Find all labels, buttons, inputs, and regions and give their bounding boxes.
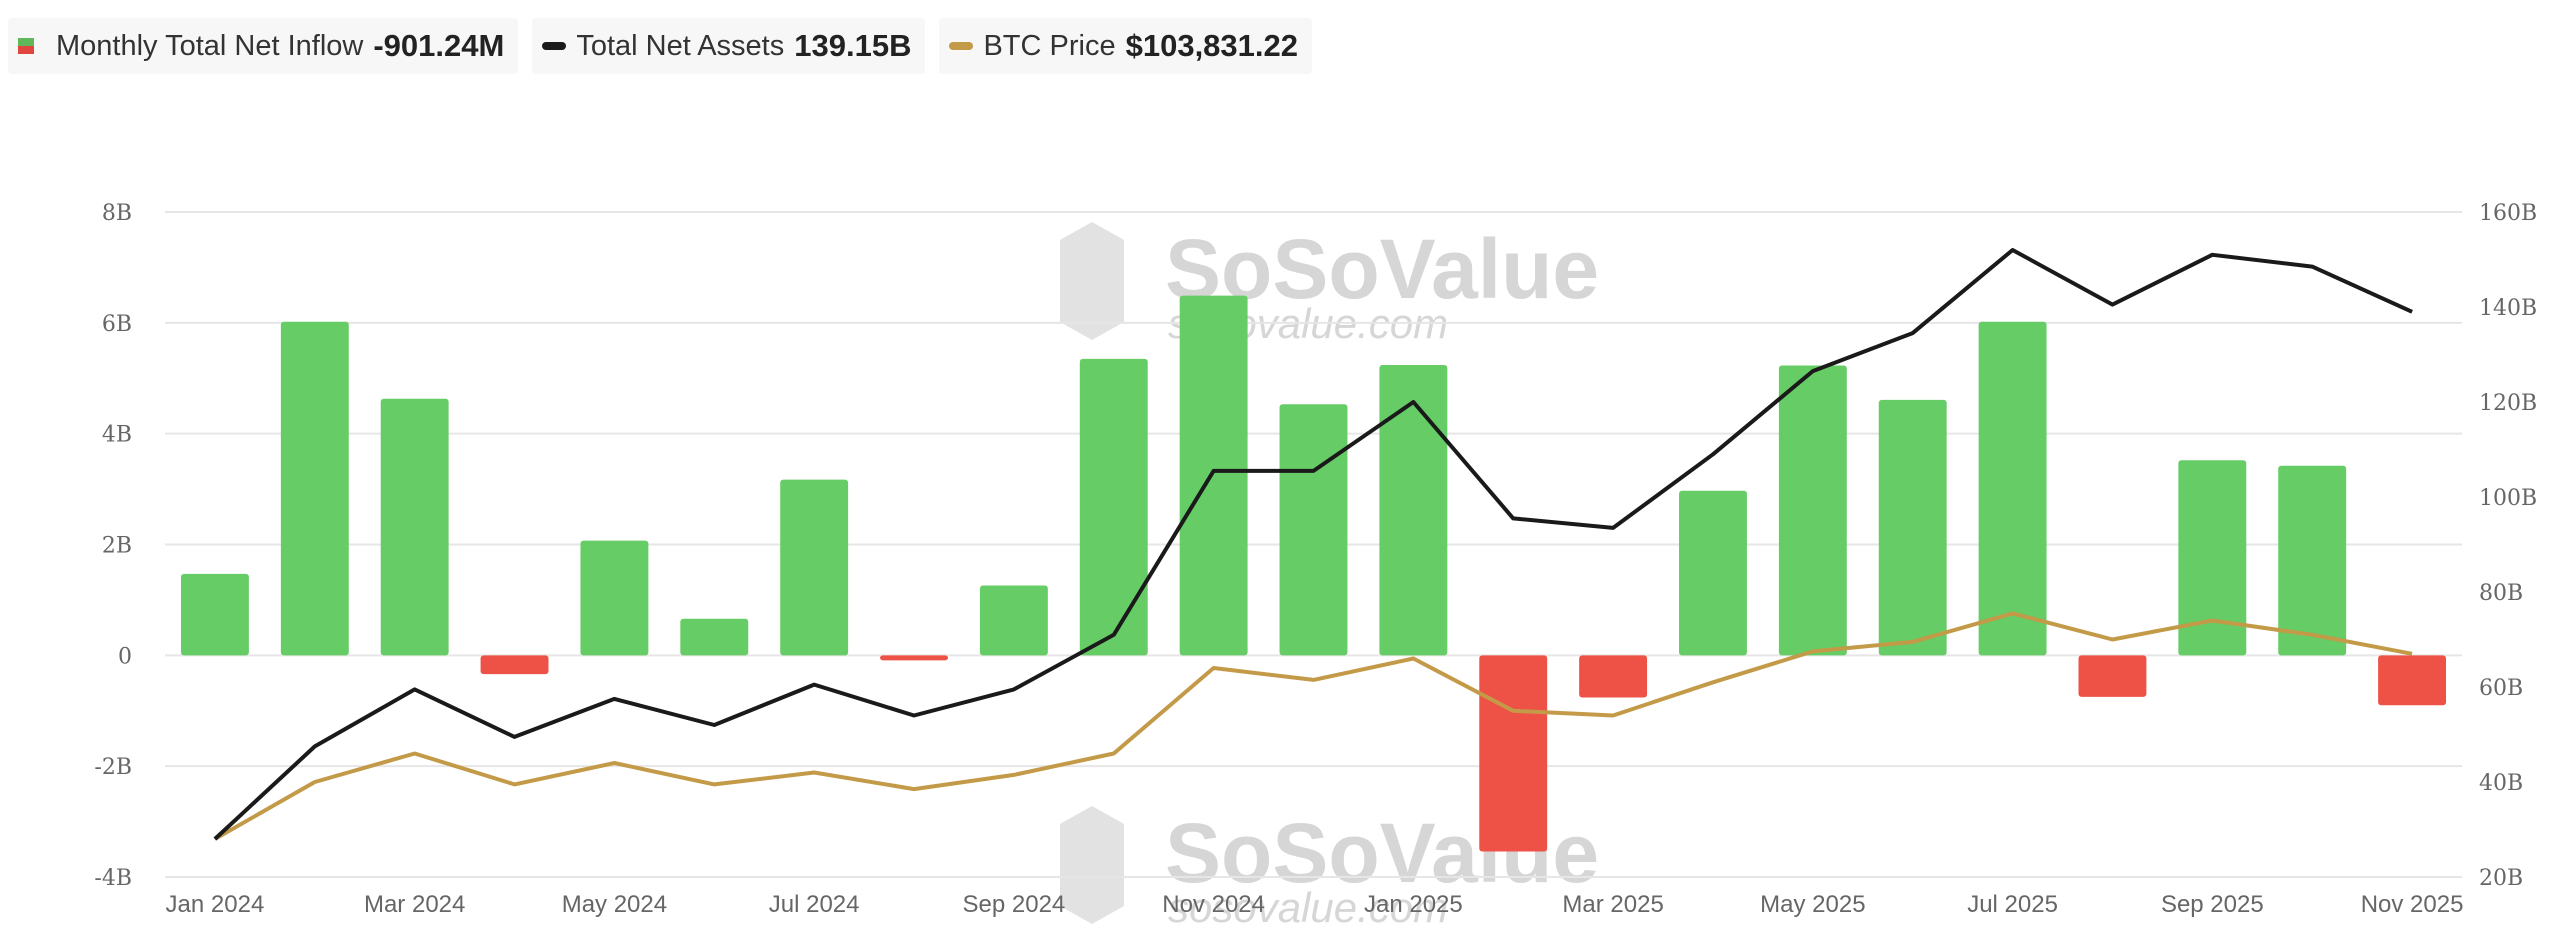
right-axis-tick-label: 80B bbox=[2479, 581, 2523, 606]
x-axis-tick-label: Sep 2024 bbox=[963, 891, 1066, 918]
net-inflow-bar bbox=[1379, 364, 1448, 656]
net-inflow-bar bbox=[780, 479, 849, 656]
watermark-top: SoSoValue sosovalue.com bbox=[1060, 222, 1599, 347]
legend-item-total-net-assets[interactable]: Total Net Assets 139.15B bbox=[532, 18, 926, 74]
x-axis-tick-label: Jul 2025 bbox=[1967, 891, 2058, 918]
right-axis-tick-label: 60B bbox=[2479, 676, 2523, 701]
x-axis-tick-label: Jan 2024 bbox=[166, 891, 265, 918]
btc-price-legend-marker bbox=[949, 42, 974, 50]
left-axis-tick-label: -4B bbox=[94, 866, 132, 891]
left-axis-tick-label: 8B bbox=[102, 201, 132, 226]
watermark-url: sosovalue.com bbox=[1168, 884, 1448, 928]
net-inflow-bar bbox=[2378, 655, 2447, 706]
net-inflow-bar bbox=[880, 655, 948, 661]
x-axis-tick-label: Nov 2024 bbox=[1162, 891, 1265, 918]
net-inflow-bar bbox=[1778, 365, 1847, 656]
x-axis-tick-label: Nov 2025 bbox=[2361, 891, 2464, 918]
legend-item-btc-price[interactable]: BTC Price $103,831.22 bbox=[939, 18, 1313, 74]
legend-value-btc-price: $103,831.22 bbox=[1125, 28, 1299, 63]
net-inflow-bar bbox=[2178, 460, 2247, 656]
net-inflow-bars bbox=[180, 295, 2447, 852]
net-inflow-bar bbox=[1179, 295, 1248, 656]
net-inflow-bar bbox=[180, 573, 249, 656]
net-inflow-bar bbox=[280, 321, 349, 656]
left-axis-tick-label: 2B bbox=[102, 534, 132, 559]
net-inflow-bar bbox=[1679, 490, 1747, 656]
btc-price-line bbox=[213, 611, 2413, 841]
net-inflow-bar bbox=[2078, 655, 2147, 697]
net-inflow-bar bbox=[1579, 655, 1648, 698]
right-axis-tick-label: 40B bbox=[2479, 771, 2523, 796]
net-inflow-bar bbox=[1479, 655, 1548, 852]
right-axis-tick-label: 160B bbox=[2479, 201, 2537, 226]
legend-label-net-inflow: Monthly Total Net Inflow bbox=[56, 29, 364, 62]
net-inflow-bar bbox=[680, 618, 749, 656]
net-inflow-bar bbox=[1279, 404, 1348, 656]
net-inflow-bar bbox=[1978, 321, 2047, 656]
legend-value-total-net-assets: 139.15B bbox=[794, 28, 912, 63]
legend-label-total-net-assets: Total Net Assets bbox=[576, 29, 785, 62]
left-axis-tick-label: 0 bbox=[118, 644, 132, 669]
total-net-assets-legend-marker bbox=[542, 42, 567, 50]
x-axis-tick-label: Jan 2025 bbox=[1364, 891, 1463, 918]
left-axis-tick-label: 6B bbox=[102, 312, 132, 337]
net-inflow-bar bbox=[2278, 465, 2347, 656]
net-inflow-bar bbox=[580, 540, 649, 656]
x-axis-tick-label: May 2025 bbox=[1760, 891, 1865, 918]
net-inflow-bar bbox=[480, 655, 549, 675]
x-axis-tick-label: Jul 2024 bbox=[769, 891, 860, 918]
net-inflow-bar bbox=[380, 398, 449, 656]
left-axis-ticks: -4B -2B 0 2B 4B 6B 8B bbox=[94, 201, 132, 891]
x-axis-tick-label: May 2024 bbox=[562, 891, 667, 918]
x-axis-tick-label: Sep 2025 bbox=[2161, 891, 2264, 918]
left-axis-tick-label: 4B bbox=[102, 423, 132, 448]
watermark-bottom: SoSoValue sosovalue.com bbox=[1060, 806, 1599, 928]
net-inflow-bar bbox=[1878, 399, 1947, 656]
x-axis-ticks: Jan 2024 Mar 2024 May 2024 Jul 2024 Sep 2024… bbox=[166, 891, 2464, 918]
legend-value-net-inflow: -901.24M bbox=[373, 28, 505, 63]
right-axis-ticks: 20B 40B 60B 80B 100B 120B 140B 160B bbox=[2479, 201, 2537, 891]
watermark-group: SoSoValue sosovalue.com SoSoValue sosova… bbox=[1060, 222, 1599, 928]
watermark-logo-icon bbox=[1060, 806, 1124, 924]
right-axis-tick-label: 100B bbox=[2479, 486, 2537, 511]
left-axis-tick-label: -2B bbox=[94, 755, 132, 780]
chart-legend: Monthly Total Net Inflow -901.24M Total … bbox=[8, 18, 1313, 74]
net-inflow-legend-marker bbox=[18, 38, 34, 54]
watermark-logo-icon bbox=[1060, 222, 1124, 340]
legend-label-btc-price: BTC Price bbox=[983, 29, 1116, 62]
right-axis-tick-label: 140B bbox=[2479, 296, 2537, 321]
x-axis-tick-label: Mar 2024 bbox=[364, 891, 465, 918]
net-inflow-bar bbox=[979, 585, 1048, 656]
line-series bbox=[213, 248, 2413, 841]
x-axis-tick-label: Mar 2025 bbox=[1562, 891, 1663, 918]
legend-item-net-inflow[interactable]: Monthly Total Net Inflow -901.24M bbox=[8, 18, 519, 74]
total-net-assets-line bbox=[213, 248, 2413, 841]
gridlines bbox=[165, 211, 2462, 878]
net-inflow-bar bbox=[1079, 358, 1148, 656]
right-axis-tick-label: 120B bbox=[2479, 391, 2537, 416]
right-axis-tick-label: 20B bbox=[2479, 866, 2523, 891]
